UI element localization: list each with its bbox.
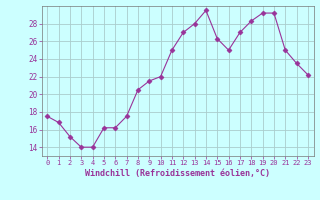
X-axis label: Windchill (Refroidissement éolien,°C): Windchill (Refroidissement éolien,°C): [85, 169, 270, 178]
